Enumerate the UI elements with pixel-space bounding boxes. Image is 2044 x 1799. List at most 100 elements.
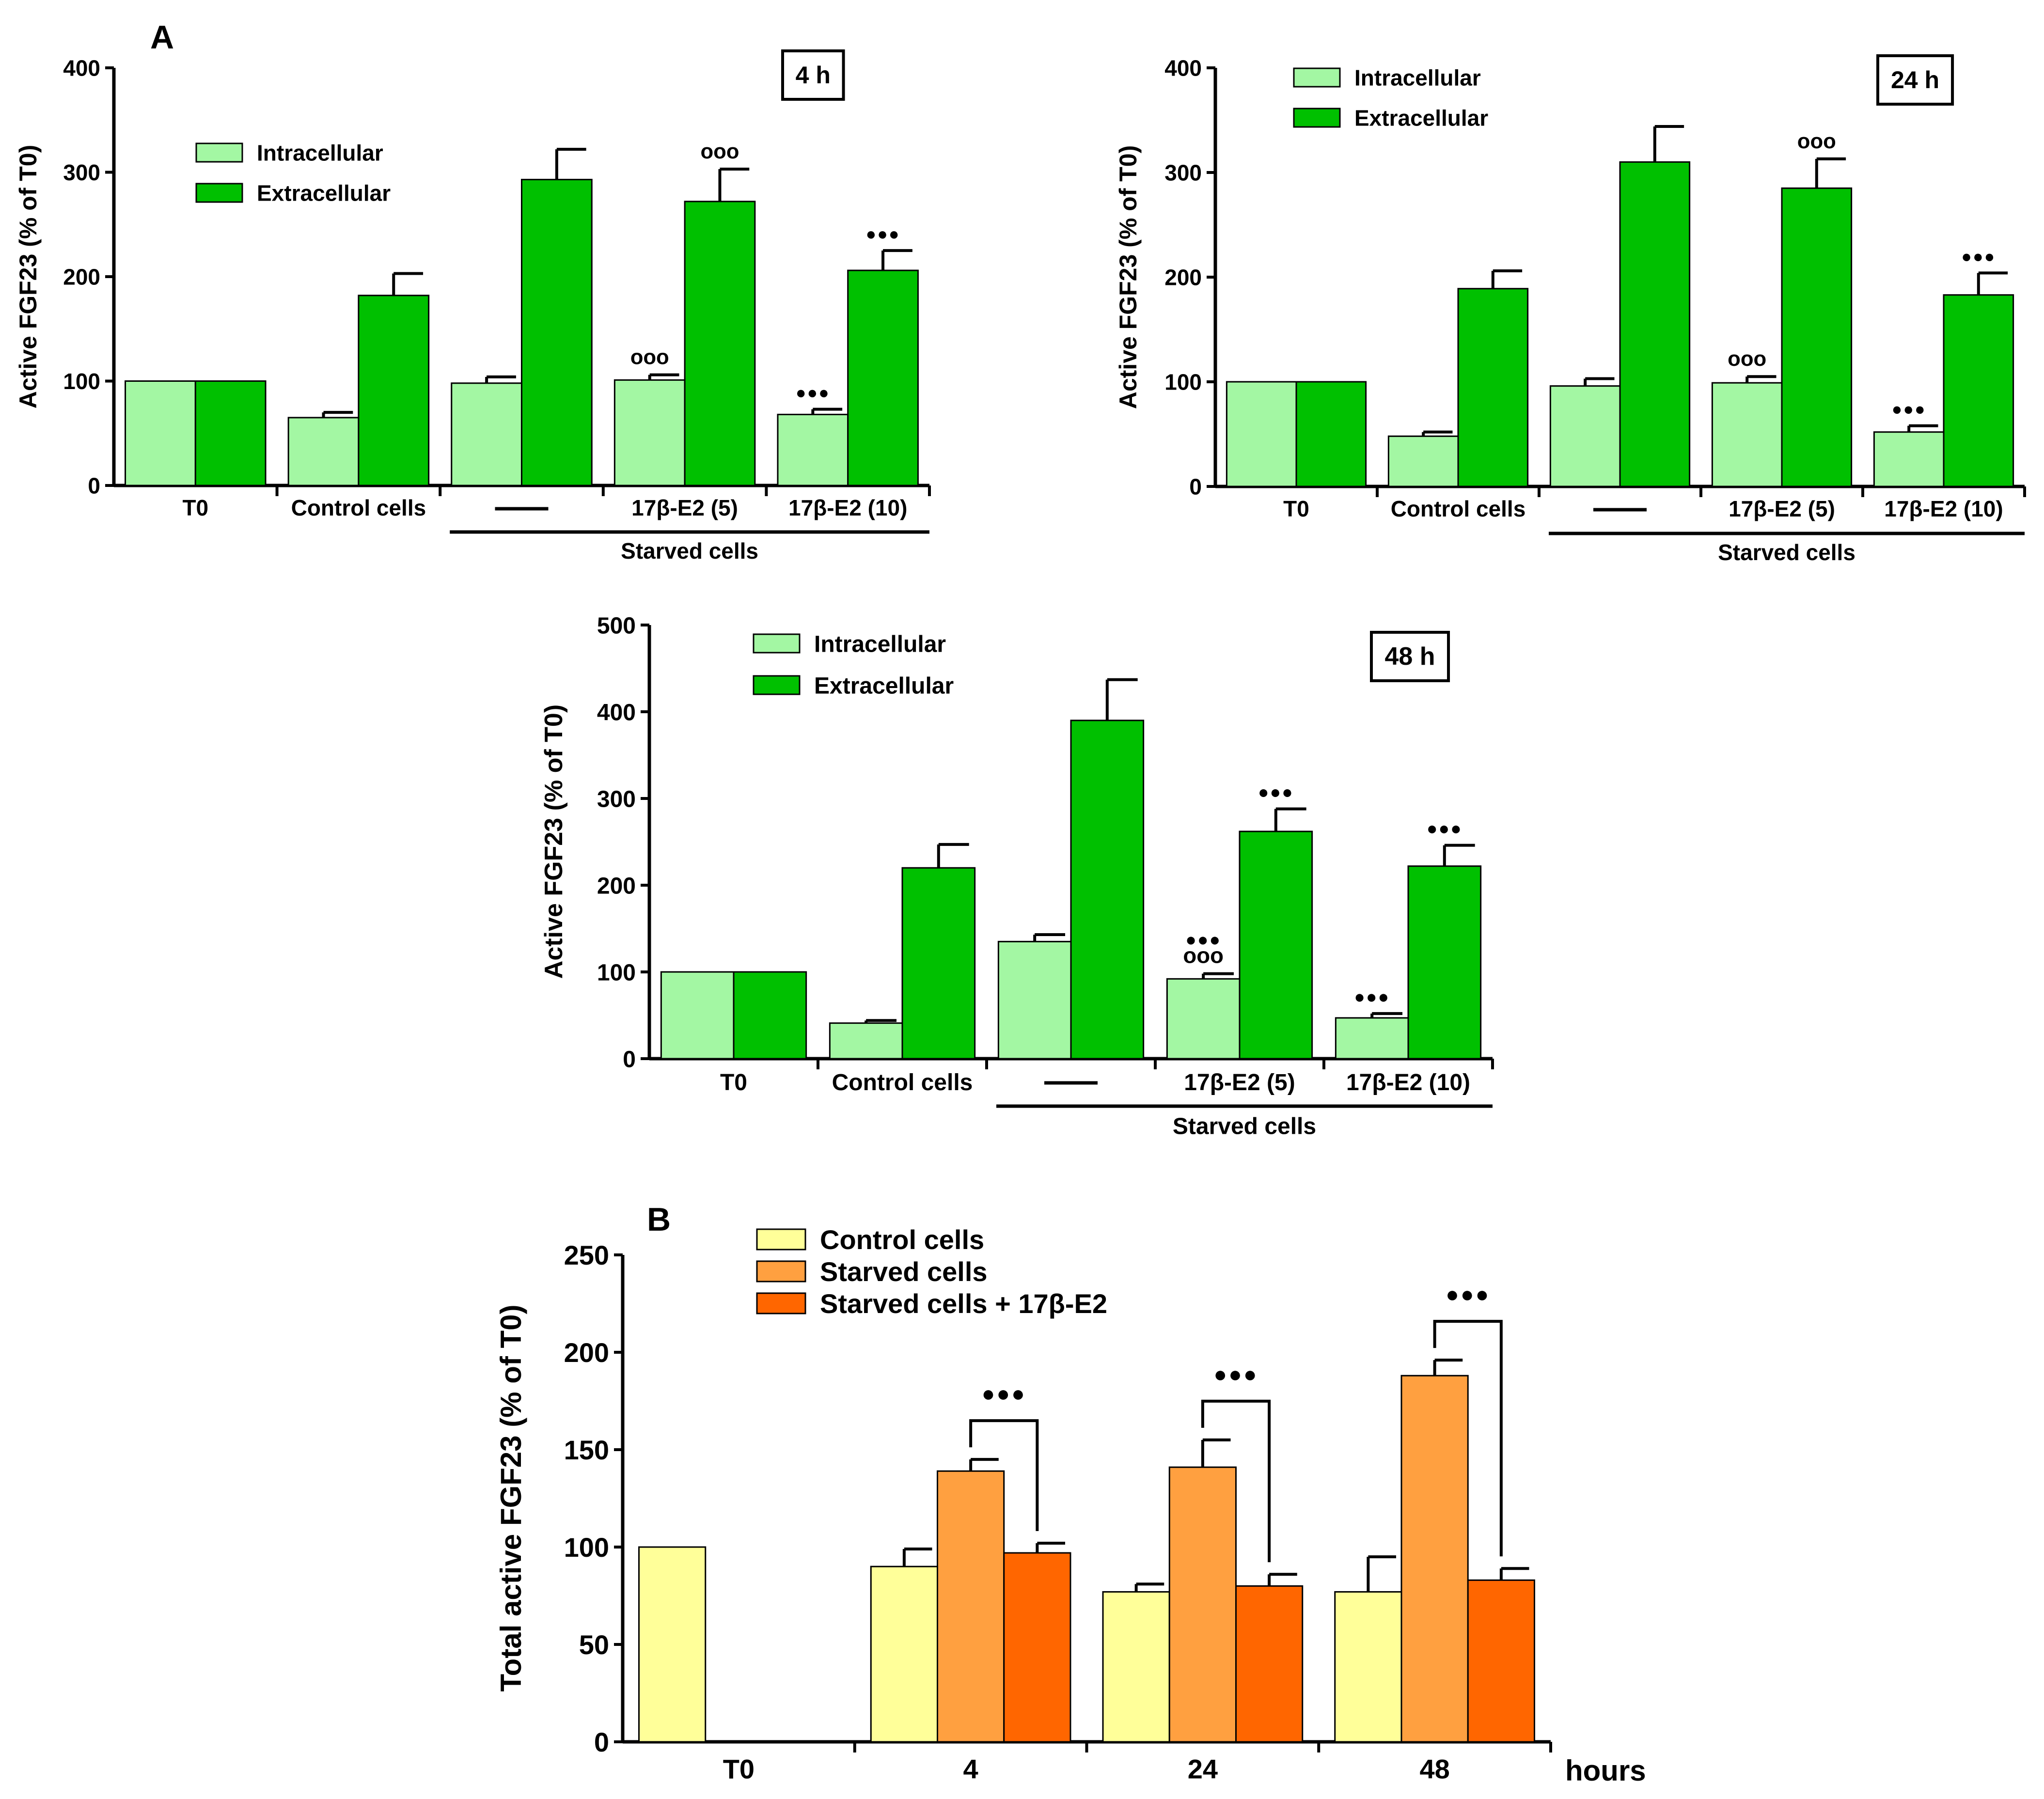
x-category-label: T0 xyxy=(1283,496,1309,521)
bar xyxy=(1457,288,1529,487)
significance-marker: ●●● xyxy=(1427,818,1462,839)
bar xyxy=(997,940,1072,1060)
comparison-bracket xyxy=(1433,1320,1503,1557)
bar xyxy=(1166,978,1241,1060)
group-label: Starved cells xyxy=(1173,1114,1316,1140)
y-tick-label: 200 xyxy=(597,873,636,899)
y-tick-label: 100 xyxy=(1164,370,1202,395)
chart-total: 0 50 100 150 200 250 Total active FGF23 (% of … xyxy=(495,1224,1646,1787)
x-category-label: 17β-E2 (10) xyxy=(1346,1070,1470,1095)
y-tick-label: 0 xyxy=(594,1727,609,1757)
bar xyxy=(733,971,807,1060)
x-category-label: 17β-E2 (5) xyxy=(1184,1070,1295,1095)
significance-marker: ●●● xyxy=(1961,247,1996,266)
legend-swatch xyxy=(1293,108,1341,128)
panel-label-a: A xyxy=(150,19,174,56)
bar xyxy=(1239,830,1313,1060)
legend-label: Extracellular xyxy=(257,181,391,206)
y-tick-label: 400 xyxy=(63,56,100,81)
x-category-label: 17β-E2 (5) xyxy=(1729,496,1835,521)
x-category-label: 17β-E2 (5) xyxy=(631,495,738,520)
bar xyxy=(1295,381,1367,487)
x-category-label: 24 xyxy=(1188,1754,1218,1784)
legend-label: Intracellular xyxy=(1354,65,1481,91)
significance-marker: ●●● xyxy=(796,383,830,403)
time-tag-box xyxy=(781,49,845,101)
x-category-label: 4 xyxy=(963,1754,978,1784)
time-tag: 4 h xyxy=(796,62,831,89)
x-category-label: 17β-E2 (10) xyxy=(788,495,907,520)
x-category-label: T0 xyxy=(723,1754,755,1784)
bar xyxy=(777,413,849,486)
significance-marker: ●●● xyxy=(1213,1361,1258,1387)
time-tag: 24 h xyxy=(1891,66,1939,94)
time-tag-box xyxy=(1370,631,1450,682)
significance-marker: ●●● xyxy=(1354,986,1390,1007)
x-category-label: Control cells xyxy=(1391,496,1526,521)
bar xyxy=(937,1470,1005,1743)
significance-marker: ●●● xyxy=(866,224,900,244)
bar xyxy=(521,179,593,486)
bar xyxy=(638,1546,707,1743)
x-category-label: T0 xyxy=(720,1070,747,1095)
time-tag: 48 h xyxy=(1384,642,1435,671)
legend-swatch xyxy=(195,183,243,203)
bar xyxy=(1467,1579,1535,1743)
significance-marker: ●●● xyxy=(1185,929,1221,950)
bar xyxy=(660,971,735,1060)
significance-marker: ●●● xyxy=(1258,782,1294,802)
panel-label-b: B xyxy=(647,1201,671,1238)
legend-label: Extracellular xyxy=(1354,106,1488,131)
bar xyxy=(870,1565,939,1743)
y-tick-label: 200 xyxy=(1164,265,1202,290)
bar xyxy=(1407,865,1482,1060)
y-tick-label: 250 xyxy=(564,1240,609,1270)
x-axis-title: hours xyxy=(1565,1754,1646,1787)
bar xyxy=(1781,187,1853,487)
x-category-label: Control cells xyxy=(832,1070,973,1095)
x-category-label: T0 xyxy=(182,495,208,520)
y-tick-label: 500 xyxy=(597,613,636,639)
legend-swatch xyxy=(1293,67,1341,88)
y-tick-label: 400 xyxy=(1164,56,1202,81)
bar xyxy=(1943,294,2014,487)
bar xyxy=(829,1022,903,1060)
bar xyxy=(1549,385,1621,487)
y-tick-label: 200 xyxy=(564,1337,609,1368)
significance-marker: ooo xyxy=(1797,129,1836,153)
y-axis-title: Active FGF23 (% of T0) xyxy=(1115,145,1142,409)
chart-24h: 0 100 200 300 400 Active FGF23 (% of T0) T0 Con… xyxy=(1115,54,2026,565)
group-label: Starved cells xyxy=(621,538,758,563)
y-tick-label: 0 xyxy=(88,473,100,499)
bar xyxy=(1619,161,1691,487)
bar xyxy=(613,379,686,486)
legend-label: Starved cells xyxy=(820,1256,988,1287)
x-category-label: 48 xyxy=(1419,1754,1449,1784)
x-category-label: Control cells xyxy=(291,495,426,520)
bar xyxy=(847,269,919,486)
bar xyxy=(684,201,756,486)
bar xyxy=(901,867,976,1060)
y-tick-label: 100 xyxy=(63,369,100,394)
significance-marker: ooo xyxy=(1728,347,1766,371)
bar xyxy=(358,295,430,486)
bar xyxy=(1400,1375,1469,1743)
bar xyxy=(1168,1466,1237,1743)
bar xyxy=(125,380,196,486)
y-axis-title: Active FGF23 (% of T0) xyxy=(540,704,568,979)
significance-marker: ooo xyxy=(630,345,669,369)
y-tick-label: 100 xyxy=(564,1532,609,1563)
bar xyxy=(1711,382,1783,487)
chart-4h: 0 100 200 300 400 Active FGF23 (% of T0) T0 Con… xyxy=(15,49,931,563)
bar xyxy=(1102,1591,1170,1743)
bar xyxy=(194,380,267,486)
y-tick-label: 200 xyxy=(63,265,100,290)
time-tag-box xyxy=(1876,54,1954,106)
y-tick-label: 0 xyxy=(623,1047,636,1072)
y-tick-label: 400 xyxy=(597,700,636,725)
bar xyxy=(1235,1585,1304,1743)
bar xyxy=(1226,381,1297,487)
comparison-bracket xyxy=(1201,1399,1271,1563)
legend-swatch xyxy=(756,1260,806,1283)
legend-swatch xyxy=(195,142,243,163)
